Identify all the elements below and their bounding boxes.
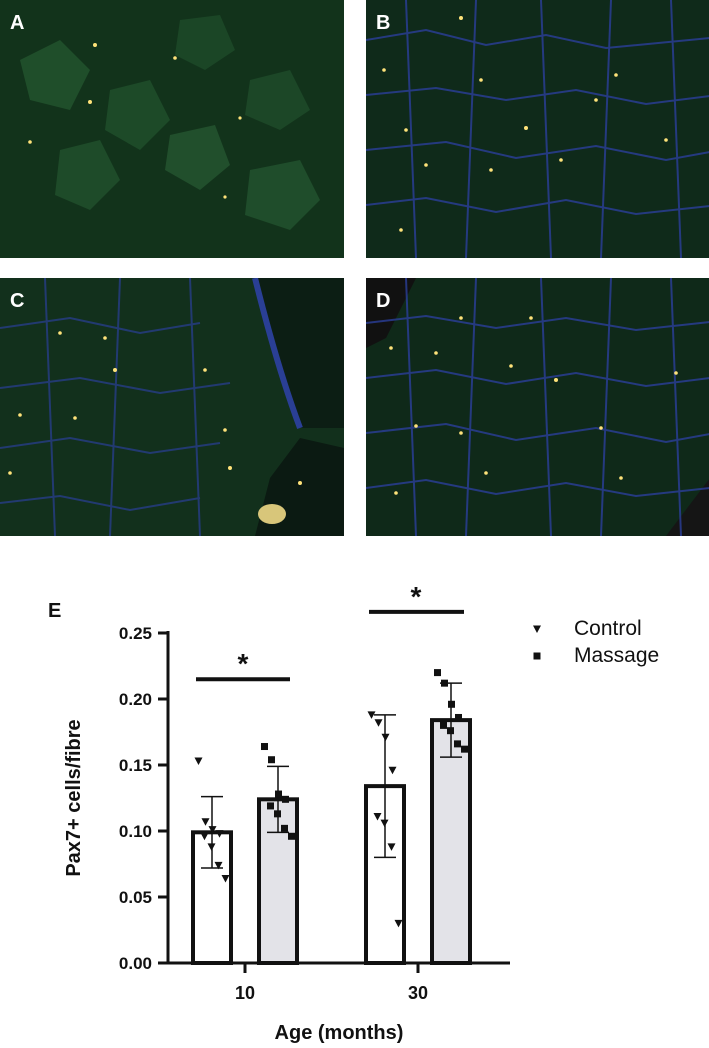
data-point-massage (288, 832, 295, 840)
legend-marker-control (533, 625, 541, 633)
data-point-massage (454, 740, 461, 748)
bar-control-10 (191, 830, 233, 965)
data-point-control (215, 830, 224, 838)
data-point-control (394, 919, 403, 928)
micrograph-d-image (366, 278, 709, 536)
panel-label-e: E (48, 600, 61, 622)
panel-label-a: A (10, 12, 25, 34)
data-point-massage (267, 802, 274, 810)
data-point-control (367, 711, 376, 719)
y-tick-label: 0.05 (119, 888, 152, 907)
y-tick-label: 0.25 (119, 624, 152, 643)
x-tick-label: 30 (408, 983, 428, 1003)
x-axis-label: Age (months) (275, 1022, 404, 1044)
panel-label-b: B (376, 12, 391, 34)
data-point-massage (268, 756, 275, 764)
micrograph-panel-c: C (0, 278, 344, 536)
panel-label-c: C (10, 290, 25, 312)
micrograph-panel-a: A (0, 0, 344, 258)
chart-e: E 0.00 0.05 0.10 0.15 0.20 0.25 Pax7+ cells/fib… (48, 581, 659, 1044)
legend-label-massage: Massage (574, 644, 659, 667)
data-point-control (207, 843, 216, 851)
micrograph-panel-b: B (366, 0, 709, 258)
data-point-control (381, 733, 390, 742)
y-tick-label: 0.15 (119, 756, 152, 775)
sig-star-30: * (411, 581, 422, 612)
data-point-control (374, 719, 383, 727)
data-point-massage (440, 721, 447, 729)
data-point-control (194, 757, 203, 766)
data-point-control (201, 818, 210, 826)
x-tick-label: 10 (235, 983, 255, 1003)
micrograph-c-image (0, 278, 344, 536)
y-tick-label: 0.10 (119, 822, 152, 841)
data-point-massage (455, 713, 462, 721)
data-point-massage (461, 745, 468, 753)
micrograph-b-image (366, 0, 709, 258)
data-point-control (200, 832, 209, 841)
panel-label-d: D (376, 290, 391, 312)
data-point-control (208, 826, 217, 834)
data-point-control (373, 812, 382, 821)
legend-label-control: Control (574, 617, 642, 640)
data-point-control (388, 766, 397, 775)
data-point-massage (448, 700, 455, 708)
data-point-massage (261, 743, 268, 751)
data-point-control (221, 875, 230, 883)
data-point-control (387, 843, 396, 851)
data-point-massage (447, 727, 454, 735)
micrograph-a-image (0, 0, 344, 258)
data-point-massage (434, 669, 441, 677)
y-tick-label: 0.00 (119, 954, 152, 973)
data-point-control (380, 819, 389, 828)
y-axis-label: Pax7+ cells/fibre (63, 719, 85, 876)
data-point-massage (281, 824, 288, 832)
sig-star-10: * (238, 648, 249, 679)
legend-marker-massage (533, 652, 541, 660)
data-point-massage (441, 679, 448, 687)
data-point-massage (282, 795, 289, 803)
data-point-massage (275, 790, 282, 798)
bar-massage-30 (430, 718, 472, 965)
y-tick-label: 0.20 (119, 690, 152, 709)
data-point-control (214, 861, 223, 870)
data-point-massage (274, 810, 281, 818)
micrograph-panel-d: D (366, 278, 709, 536)
